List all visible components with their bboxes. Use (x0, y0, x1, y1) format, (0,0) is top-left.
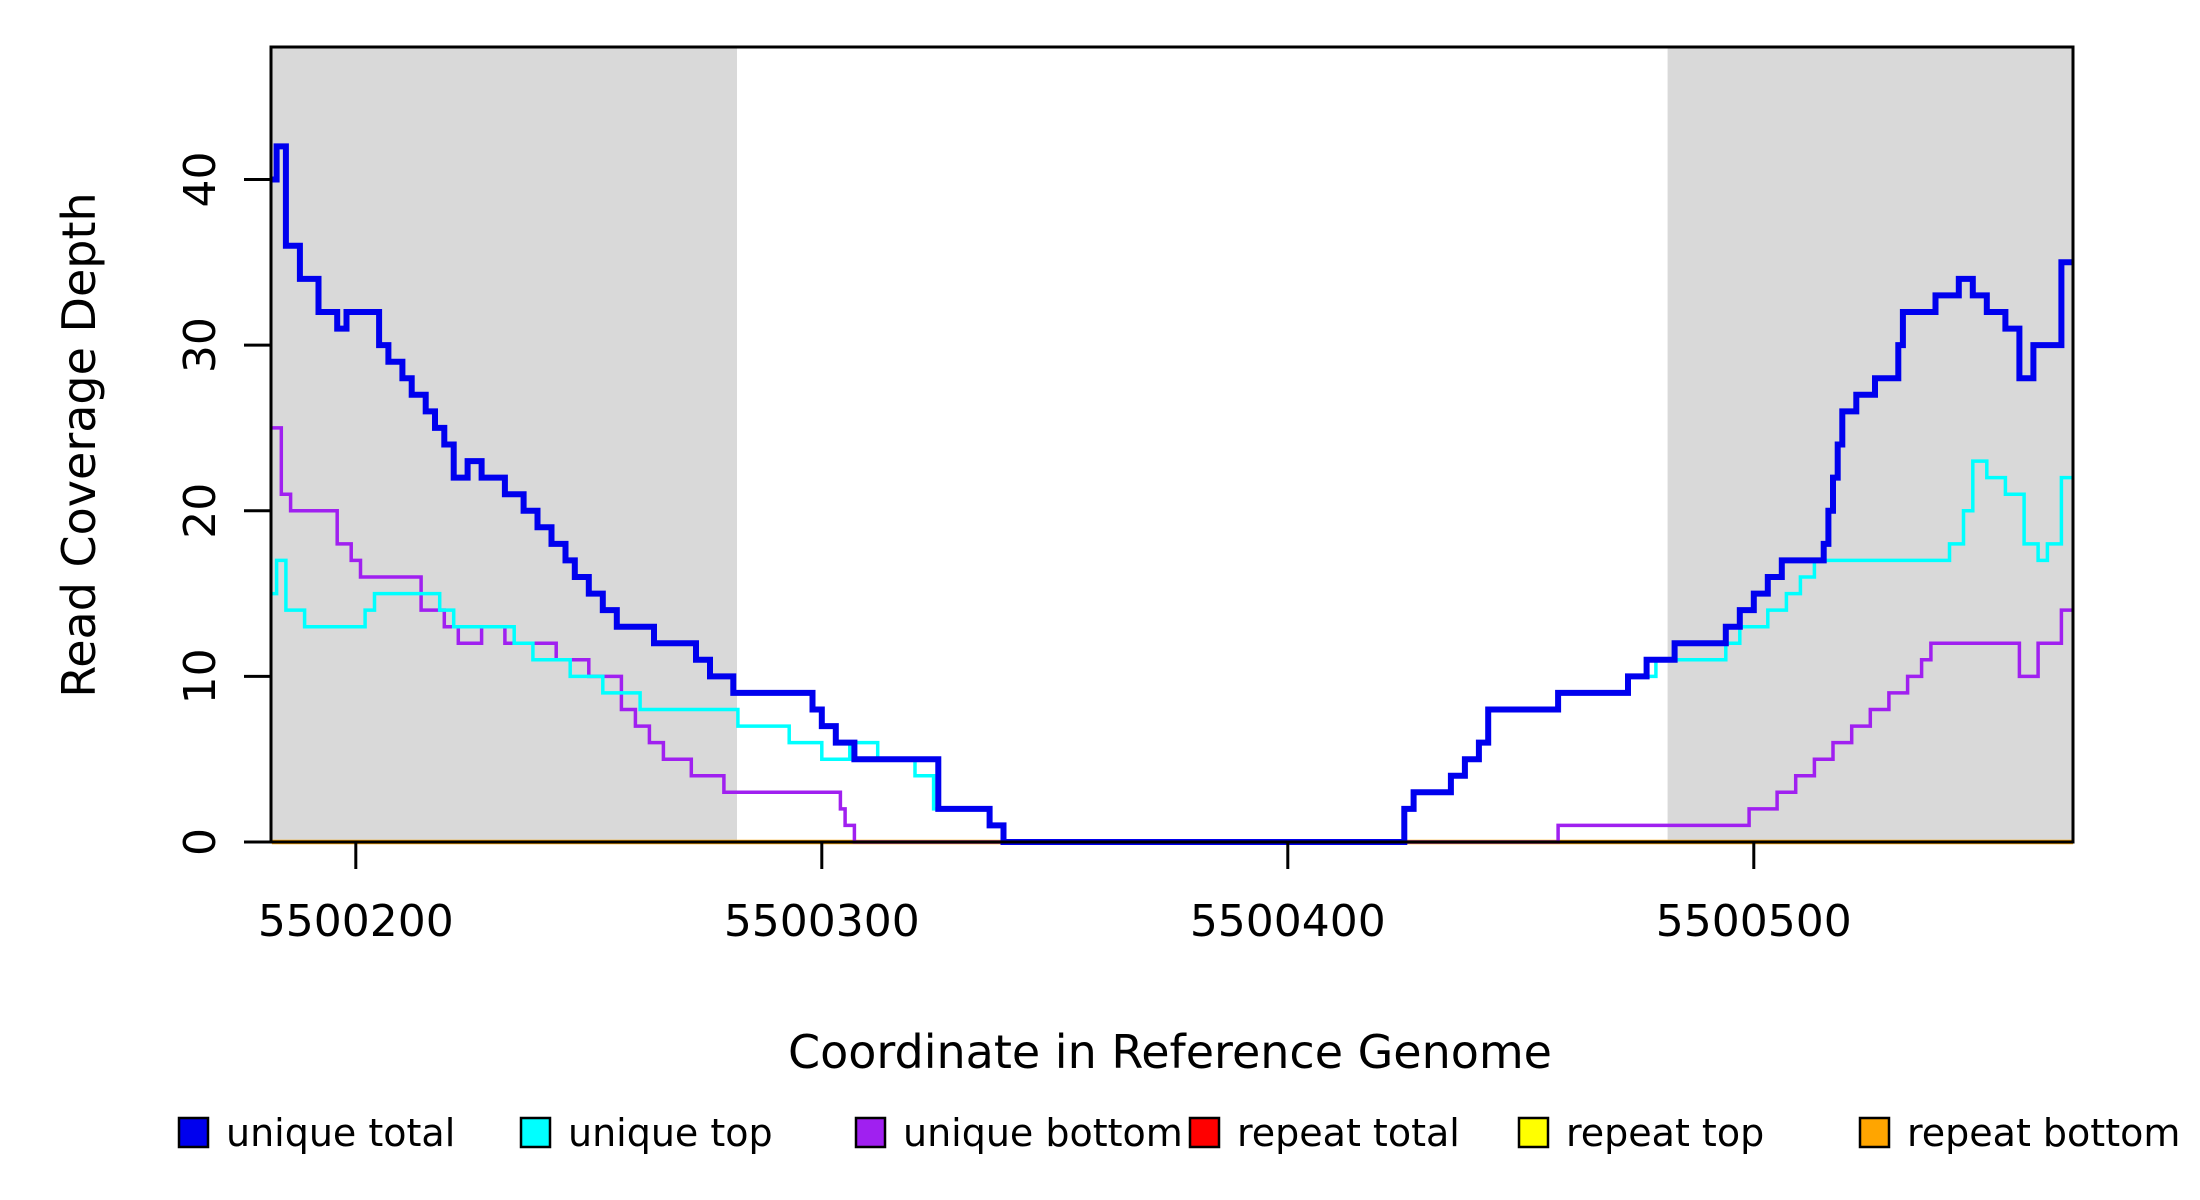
x-tick-label: 5500300 (724, 896, 920, 947)
legend-item-label: unique top (568, 1111, 773, 1155)
x-axis-title: Coordinate in Reference Genome (788, 1025, 1552, 1079)
series-unique-bottom (271, 426, 2073, 844)
legend-item-label: repeat total (1237, 1111, 1460, 1155)
x-tick-label: 5500400 (1190, 896, 1386, 947)
axes (244, 45, 2075, 869)
legend-item-label: repeat bottom (1907, 1111, 2180, 1155)
y-tick-label: 0 (175, 828, 226, 856)
legend-swatch (854, 1116, 887, 1149)
y-tick-label: 20 (175, 483, 226, 539)
legend-swatch (519, 1116, 552, 1149)
y-tick-label: 10 (175, 648, 226, 704)
x-tick-label: 5500500 (1656, 896, 1852, 947)
legend-swatch (1188, 1116, 1221, 1149)
legend: unique total unique top unique bottom repea… (177, 1111, 2180, 1155)
legend-swatch (1858, 1116, 1891, 1149)
tick-labels: 5500200 5500300 5500400 5500500 0 10 20 30 40 (175, 152, 1852, 948)
shaded-regions (271, 47, 2073, 842)
y-tick-label: 40 (175, 152, 226, 208)
legend-item-label: unique total (226, 1111, 455, 1155)
x-tick-label: 5500200 (258, 896, 454, 947)
legend-item-label: unique bottom (903, 1111, 1183, 1155)
y-axis-title: Read Coverage Depth (52, 192, 106, 697)
legend-item-label: repeat top (1566, 1111, 1764, 1155)
shaded-band (271, 47, 737, 842)
legend-swatch (177, 1116, 210, 1149)
y-tick-label: 30 (175, 317, 226, 373)
plot-box (269, 45, 2075, 844)
series-unique-total (271, 143, 2073, 845)
legend-swatch (1517, 1116, 1550, 1149)
